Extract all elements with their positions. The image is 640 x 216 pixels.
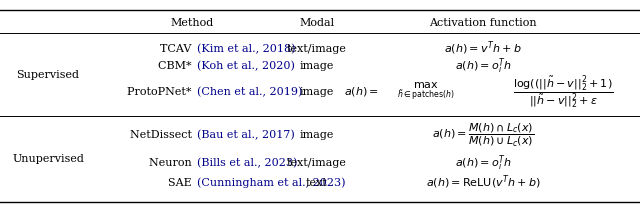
Text: Neuron: Neuron [149,158,195,168]
Text: $a(h) = \mathrm{ReLU}(v^T h + b)$: $a(h) = \mathrm{ReLU}(v^T h + b)$ [426,174,541,191]
Text: text/image: text/image [287,158,347,168]
Text: $a(h) = o_i^T h$: $a(h) = o_i^T h$ [455,153,511,173]
Text: text/image: text/image [287,44,347,54]
Text: (Bau et al., 2017): (Bau et al., 2017) [197,130,295,140]
Text: $\dfrac{\log((||\tilde{h}-v||_2^2+1)}{||\tilde{h}-v||_2^2+\epsilon}$: $\dfrac{\log((||\tilde{h}-v||_2^2+1)}{||… [513,74,613,110]
Text: (Cunningham et al., 2023): (Cunningham et al., 2023) [197,177,346,188]
Text: image: image [300,61,334,71]
Text: $a(h) = o_i^T h$: $a(h) = o_i^T h$ [455,56,511,76]
Text: (Chen et al., 2019): (Chen et al., 2019) [197,87,303,97]
Text: Supervised: Supervised [17,70,79,79]
Text: SAE: SAE [168,178,195,187]
Text: (Koh et al., 2020): (Koh et al., 2020) [197,61,295,71]
Text: CBM*: CBM* [158,61,195,71]
Text: NetDissect: NetDissect [130,130,195,140]
Text: $\underset{\tilde{h}\in\mathrm{patches}(h)}{\max}$: $\underset{\tilde{h}\in\mathrm{patches}(… [397,81,454,103]
Text: Activation function: Activation function [429,18,537,28]
Text: $a(h) =$: $a(h) =$ [344,85,379,98]
Text: TCAV: TCAV [161,44,195,54]
Text: Modal: Modal [300,18,334,28]
Text: Unupervised: Unupervised [12,154,84,164]
Text: (Kim et al., 2018): (Kim et al., 2018) [197,43,296,54]
Text: ProtoPNet*: ProtoPNet* [127,87,195,97]
Text: $a(h) = v^T h + b$: $a(h) = v^T h + b$ [444,40,522,57]
Text: Method: Method [170,18,214,28]
Text: image: image [300,130,334,140]
Text: image: image [300,87,334,97]
Text: text: text [306,178,328,187]
Text: (Bills et al., 2023): (Bills et al., 2023) [197,158,298,168]
Text: $a(h) = \dfrac{M(h) \cap L_c(x)}{M(h) \cup L_c(x)}$: $a(h) = \dfrac{M(h) \cap L_c(x)}{M(h) \c… [432,121,534,149]
